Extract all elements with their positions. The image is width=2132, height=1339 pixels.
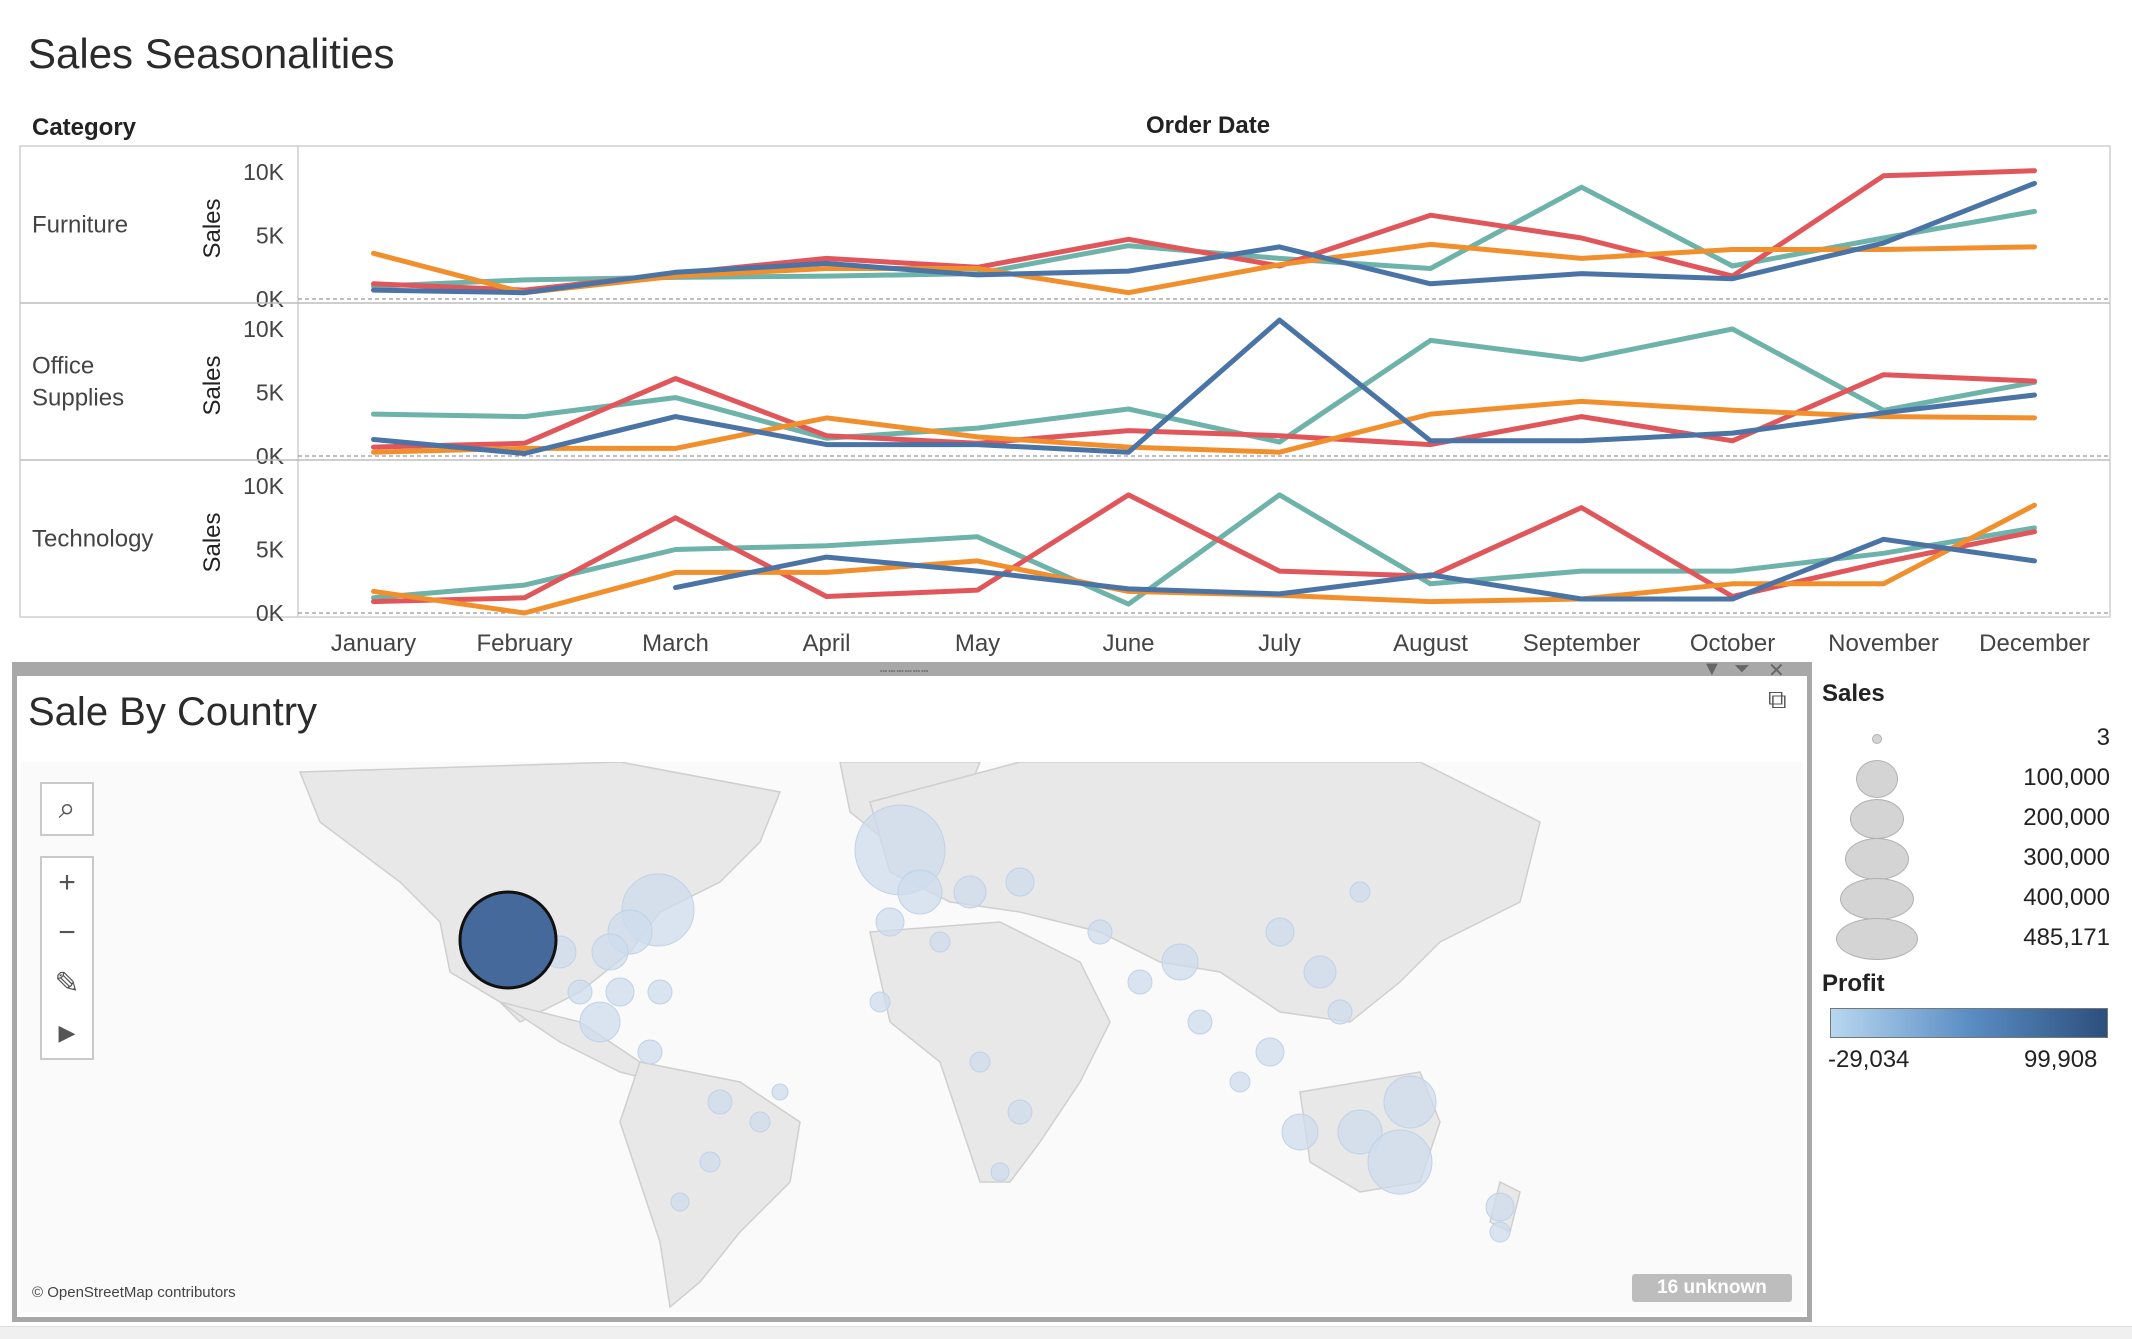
close-icon[interactable]: ✕ bbox=[1768, 660, 1785, 682]
y-tick-label: 0K bbox=[256, 443, 285, 469]
y-tick-label: 0K bbox=[256, 286, 285, 312]
x-tick-label: January bbox=[331, 630, 416, 657]
order-date-header: Order Date bbox=[1146, 112, 1271, 139]
sales-legend-title: Sales bbox=[1822, 680, 1885, 707]
y-tick-label: 10K bbox=[243, 159, 285, 185]
map-attribution: © OpenStreetMap contributors bbox=[32, 1284, 236, 1301]
size-legend-circle bbox=[1872, 734, 1882, 744]
size-legend-circle bbox=[1856, 760, 1898, 798]
dropdown-arrow-icon[interactable]: ▼ bbox=[1702, 658, 1722, 680]
size-legend-value: 200,000 bbox=[2023, 804, 2110, 831]
africa-shape bbox=[869, 921, 1111, 1183]
y-axis-label: Sales bbox=[199, 512, 226, 572]
series-line bbox=[371, 317, 2037, 456]
size-legend-circle bbox=[1836, 918, 1918, 960]
north-america-shape bbox=[298, 762, 782, 1023]
popout-icon[interactable]: ⧉ bbox=[1768, 684, 1787, 714]
map-zoom-toolbar: + − ✎ ▶ bbox=[40, 856, 94, 1060]
y-tick-label: 0K bbox=[256, 600, 285, 626]
series-line bbox=[673, 536, 2037, 602]
x-tick-label: March bbox=[642, 630, 709, 657]
size-legend-value: 485,171 bbox=[2023, 924, 2110, 951]
search-icon[interactable]: ⌕ bbox=[58, 792, 76, 825]
profit-color-ramp bbox=[1830, 1008, 2108, 1038]
y-tick-label: 5K bbox=[256, 537, 285, 563]
size-legend-row: 200,000 bbox=[1820, 798, 2110, 839]
x-tick-label: July bbox=[1258, 630, 1301, 657]
size-legend-value: 3 bbox=[2096, 724, 2110, 751]
series-line bbox=[371, 326, 2037, 445]
profit-min-label: -29,034 bbox=[1828, 1046, 1910, 1073]
y-tick-label: 10K bbox=[243, 316, 285, 342]
central-america-shape bbox=[499, 1001, 663, 1084]
x-tick-label: August bbox=[1393, 630, 1468, 657]
size-legend-row: 100,000 bbox=[1820, 758, 2110, 798]
x-tick-label: February bbox=[476, 630, 572, 657]
x-tick-label: October bbox=[1690, 630, 1775, 657]
category-label: Office bbox=[32, 353, 94, 380]
y-tick-label: 5K bbox=[256, 223, 285, 249]
size-legend-value: 400,000 bbox=[2023, 884, 2110, 911]
series-line bbox=[371, 502, 2037, 616]
zoom-out-button[interactable]: − bbox=[58, 916, 76, 949]
x-tick-label: April bbox=[802, 630, 850, 657]
series-line bbox=[371, 398, 2037, 455]
y-axis-label: Sales bbox=[199, 198, 226, 258]
size-legend-row: 485,171 bbox=[1820, 918, 2110, 960]
x-tick-label: September bbox=[1523, 630, 1640, 657]
y-axis-label: Sales bbox=[199, 355, 226, 415]
size-legend-circle bbox=[1840, 878, 1914, 920]
zoom-in-button[interactable]: + bbox=[58, 866, 76, 899]
map-search-tool[interactable]: ⌕ bbox=[40, 782, 94, 836]
size-legend-row: 400,000 bbox=[1820, 878, 2110, 920]
usa-bubble bbox=[458, 890, 558, 990]
series-line bbox=[371, 184, 2037, 289]
size-legend-row: 300,000 bbox=[1820, 838, 2110, 880]
play-icon[interactable]: ▶ bbox=[58, 1020, 76, 1045]
profit-legend-title: Profit bbox=[1822, 970, 1885, 997]
resize-grip[interactable]: ┅┅┅┅┅┅ bbox=[880, 664, 930, 678]
map-canvas bbox=[298, 762, 1541, 1309]
bottom-scrollbar[interactable] bbox=[0, 1326, 2132, 1339]
size-legend-circle bbox=[1845, 838, 1909, 880]
series-line bbox=[371, 492, 2037, 607]
series-line bbox=[371, 241, 2037, 296]
x-tick-label: November bbox=[1828, 630, 1939, 657]
world-map[interactable]: ⌕ + − ✎ ▶ bbox=[20, 762, 1804, 1312]
pin-icon[interactable]: ✎ bbox=[54, 966, 80, 1000]
unknown-locations-badge[interactable]: 16 unknown bbox=[1632, 1274, 1792, 1302]
eurasia-shape bbox=[869, 762, 1541, 1023]
x-tick-label: June bbox=[1102, 630, 1154, 657]
series-line bbox=[371, 168, 2037, 293]
y-tick-label: 10K bbox=[243, 473, 285, 499]
chart-frame bbox=[19, 145, 2111, 618]
series-line bbox=[371, 180, 2037, 296]
size-legend-circle bbox=[1850, 799, 1904, 839]
filter-icon[interactable]: ⏷ bbox=[1734, 658, 1750, 680]
size-legend-value: 100,000 bbox=[2023, 764, 2110, 791]
x-tick-label: May bbox=[955, 630, 1000, 657]
category-label: Furniture bbox=[32, 212, 128, 239]
category-header: Category bbox=[32, 114, 137, 141]
category-label: Supplies bbox=[32, 385, 124, 412]
profit-max-label: 99,908 bbox=[2024, 1046, 2098, 1073]
y-tick-label: 5K bbox=[256, 380, 285, 406]
size-legend-row: 3 bbox=[1820, 718, 2110, 758]
dashboard-title: Sales Seasonalities bbox=[28, 30, 395, 77]
size-legend-value: 300,000 bbox=[2023, 844, 2110, 871]
sales-seasonality-chart[interactable]: Furniture Sales 0K 5K 10K Office Supplies Sales… bbox=[0, 140, 2132, 660]
map-title: Sale By Country bbox=[28, 690, 318, 734]
category-label: Technology bbox=[32, 526, 153, 553]
x-tick-label: December bbox=[1979, 630, 2090, 657]
